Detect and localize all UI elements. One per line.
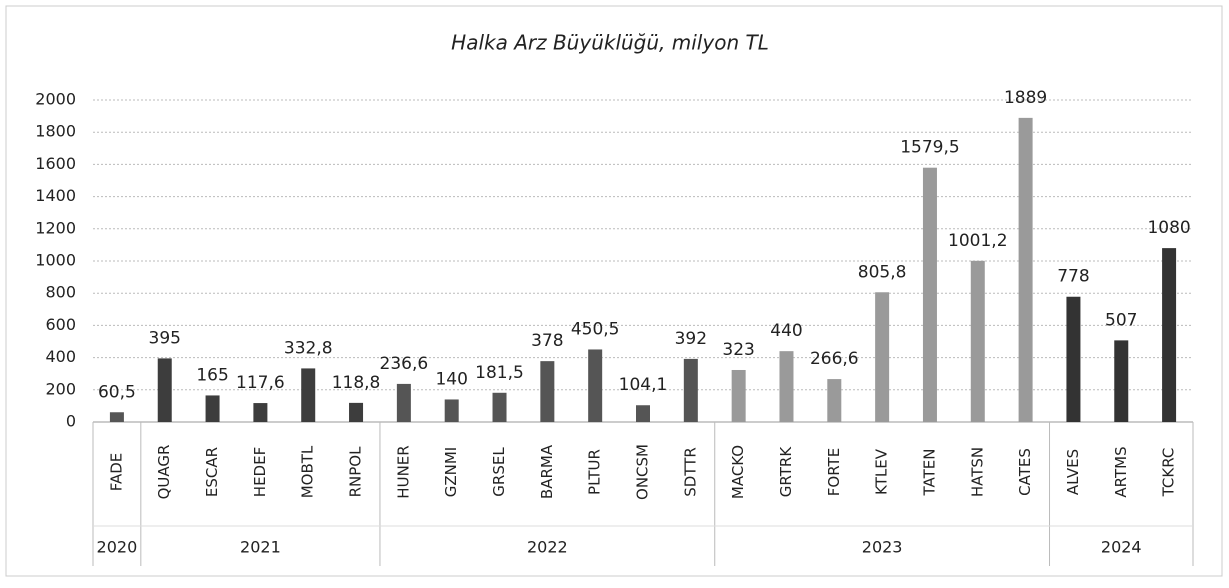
bar xyxy=(157,358,172,422)
value-label: 507 xyxy=(1105,310,1137,330)
x-tick-label: GRSEL xyxy=(490,447,508,497)
x-tick-label: ARTMS xyxy=(1112,446,1130,497)
bar xyxy=(540,361,555,422)
value-label: 395 xyxy=(149,328,181,348)
x-tick-label: CATES xyxy=(1016,448,1034,496)
x-tick-label: FADE xyxy=(107,453,125,492)
y-tick-label: 1400 xyxy=(35,186,76,205)
y-tick-label: 600 xyxy=(45,315,76,334)
value-label: 117,6 xyxy=(236,373,285,393)
x-tick-label: HATSN xyxy=(968,447,986,497)
value-label: 805,8 xyxy=(858,262,907,282)
y-tick-label: 1600 xyxy=(35,154,76,173)
x-tick-label: ALVES xyxy=(1064,449,1082,495)
value-label: 323 xyxy=(722,340,754,360)
x-tick-label: BARMA xyxy=(538,444,556,499)
y-tick-label: 1200 xyxy=(35,218,76,237)
x-tick-label: GRTRK xyxy=(777,446,795,498)
value-label: 1001,2 xyxy=(948,231,1007,251)
bar xyxy=(636,405,650,422)
bar xyxy=(205,395,220,422)
group-label: 2020 xyxy=(97,538,138,557)
bar xyxy=(1018,117,1033,422)
chart-title: Halka Arz Büyüklüğü, milyon TL xyxy=(451,31,769,55)
y-tick-label: 1800 xyxy=(35,122,76,141)
value-label: 1579,5 xyxy=(900,138,959,158)
x-tick-label: QUAGR xyxy=(155,445,173,500)
x-tick-label: HEDEF xyxy=(251,447,269,497)
group-label: 2021 xyxy=(240,538,281,557)
x-tick-label: HUNER xyxy=(394,445,412,498)
group-label: 2024 xyxy=(1101,538,1142,557)
y-tick-label: 800 xyxy=(45,283,76,302)
bar xyxy=(970,260,985,422)
bar xyxy=(779,351,794,422)
value-label: 440 xyxy=(770,321,802,341)
value-label: 778 xyxy=(1057,267,1089,287)
group-label: 2022 xyxy=(527,538,568,557)
value-label: 236,6 xyxy=(380,354,429,374)
x-tick-label: MACKO xyxy=(729,445,747,499)
bar xyxy=(731,369,746,422)
bar xyxy=(109,412,124,422)
y-tick-label: 200 xyxy=(45,379,76,398)
bar xyxy=(396,383,411,422)
bar xyxy=(875,292,890,422)
y-tick-label: 400 xyxy=(45,347,76,366)
x-tick-label: ESCAR xyxy=(203,447,221,497)
bar xyxy=(444,399,459,422)
value-label: 378 xyxy=(531,331,563,351)
bar xyxy=(922,167,937,422)
value-label: 104,1 xyxy=(619,375,668,395)
value-label: 1889 xyxy=(1004,88,1047,108)
value-label: 266,6 xyxy=(810,349,859,369)
bar xyxy=(588,349,603,422)
x-tick-label: GZNMI xyxy=(442,447,460,498)
x-tick-label: MOBTL xyxy=(299,445,317,498)
x-tick-label: SDTTR xyxy=(681,447,699,497)
x-tick-label: KTLEV xyxy=(873,448,891,495)
bar xyxy=(301,368,316,422)
x-tick-label: RNPOL xyxy=(347,446,365,497)
group-label: 2023 xyxy=(862,538,903,557)
value-label: 60,5 xyxy=(98,382,136,402)
bar xyxy=(1162,248,1177,422)
value-label: 181,5 xyxy=(475,363,524,383)
value-label: 165 xyxy=(196,365,228,385)
bar xyxy=(492,392,507,422)
y-tick-label: 0 xyxy=(66,412,76,431)
bar xyxy=(253,403,268,422)
bar xyxy=(349,402,364,422)
x-tick-label: TATEN xyxy=(920,449,938,497)
y-tick-label: 2000 xyxy=(35,90,76,109)
x-tick-label: ONCSM xyxy=(634,444,652,500)
value-label: 140 xyxy=(435,369,467,389)
value-label: 450,5 xyxy=(571,319,620,339)
x-tick-label: PLTUR xyxy=(586,449,604,495)
x-tick-label: FORTE xyxy=(825,448,843,496)
value-label: 118,8 xyxy=(332,373,381,393)
bar xyxy=(683,358,698,422)
bar xyxy=(827,379,842,422)
value-label: 332,8 xyxy=(284,338,333,358)
bar xyxy=(1066,296,1081,422)
value-label: 1080 xyxy=(1147,218,1190,238)
x-tick-label: TCKRC xyxy=(1160,448,1178,498)
y-tick-label: 1000 xyxy=(35,251,76,270)
bar xyxy=(1114,340,1129,422)
value-label: 392 xyxy=(675,329,707,349)
